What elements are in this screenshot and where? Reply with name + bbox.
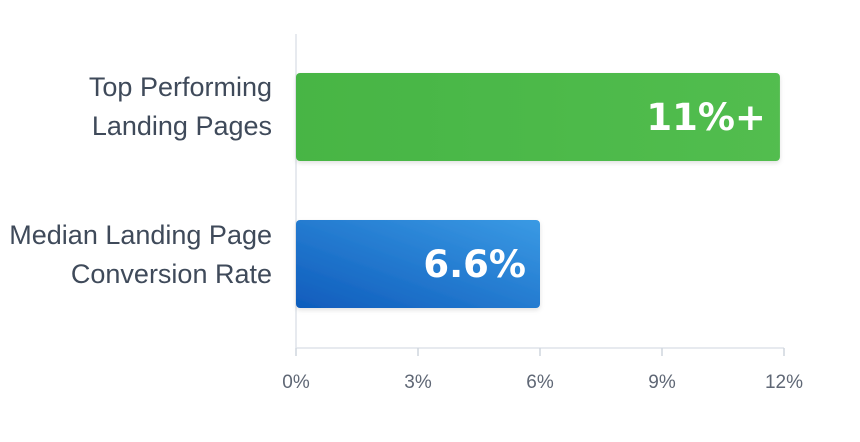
x-tick-label-5: 12% [765,372,803,393]
category-label-2-line-1: Median Landing Page [9,220,272,250]
category-label-1-line-2: Landing Pages [92,111,272,141]
bar-1 [296,73,780,161]
category-label-2-line-2: Conversion Rate [71,259,272,289]
bar-2 [296,220,540,308]
x-tick-label-2: 3% [404,372,432,393]
x-tick-label-4: 9% [648,372,676,393]
data-label-2: 6.6% [423,243,526,286]
data-label-1: 11%+ [646,96,766,139]
category-label-1-line-1: Top Performing [89,72,272,102]
x-tick-label-1: 0% [282,372,310,393]
x-tick-label-3: 6% [526,372,554,393]
